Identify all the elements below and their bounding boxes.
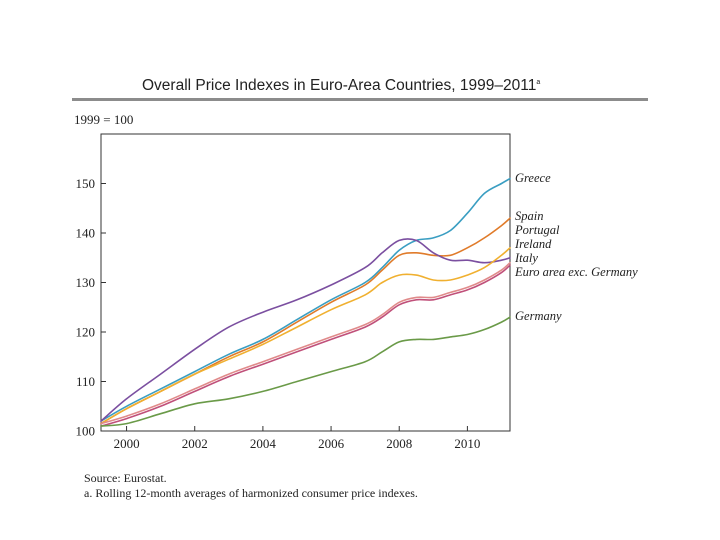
legend-portugal: Portugal <box>514 223 560 237</box>
x-tick-label-2008: 2008 <box>386 436 412 451</box>
y-tick-label-130: 130 <box>76 275 96 290</box>
series-line-spain <box>100 217 511 425</box>
series-line-italy <box>100 261 511 425</box>
unit-label: 1999 = 100 <box>74 112 133 127</box>
source-note: Source: Eurostat. <box>84 471 167 485</box>
y-tick-label-100: 100 <box>76 424 96 439</box>
chart-title: Overall Price Indexes in Euro-Area Count… <box>142 77 540 94</box>
series-line-ireland <box>100 247 511 425</box>
x-tick-label-2010: 2010 <box>454 436 480 451</box>
legend-germany: Germany <box>515 309 562 323</box>
chart-title-text: Overall Price Indexes in Euro-Area Count… <box>142 77 536 94</box>
x-tick-label-2004: 2004 <box>250 436 277 451</box>
legend-euro-area-exc-germany: Euro area exc. Germany <box>514 265 638 279</box>
y-tick-label-120: 120 <box>76 325 96 340</box>
series-line-greece <box>100 177 511 422</box>
x-tick-label-2006: 2006 <box>318 436 345 451</box>
legend-ireland: Ireland <box>514 237 552 251</box>
legend-greece: Greece <box>515 171 551 185</box>
title-rule <box>72 98 648 101</box>
series-line-portugal <box>100 238 511 422</box>
plot-frame <box>100 133 511 432</box>
series-line-germany <box>100 316 511 427</box>
legend-spain: Spain <box>515 209 543 223</box>
y-tick-label-150: 150 <box>76 176 96 191</box>
y-axis: 100 110 120 130 140 150 <box>76 176 106 439</box>
series-lines <box>100 177 511 427</box>
chart-title-note-marker: a <box>536 79 540 86</box>
y-tick-label-140: 140 <box>76 226 96 241</box>
x-axis: 2000 2002 2004 2006 2008 2010 <box>114 426 480 451</box>
x-tick-label-2000: 2000 <box>114 436 140 451</box>
x-tick-label-2002: 2002 <box>182 436 208 451</box>
legend: Greece Spain Portugal Ireland Italy Euro… <box>514 171 638 323</box>
series-line-euro-area-exc-germany <box>100 264 511 427</box>
footnote: a. Rolling 12-month averages of harmoniz… <box>84 486 418 500</box>
y-tick-label-110: 110 <box>76 374 95 389</box>
legend-italy: Italy <box>514 251 538 265</box>
